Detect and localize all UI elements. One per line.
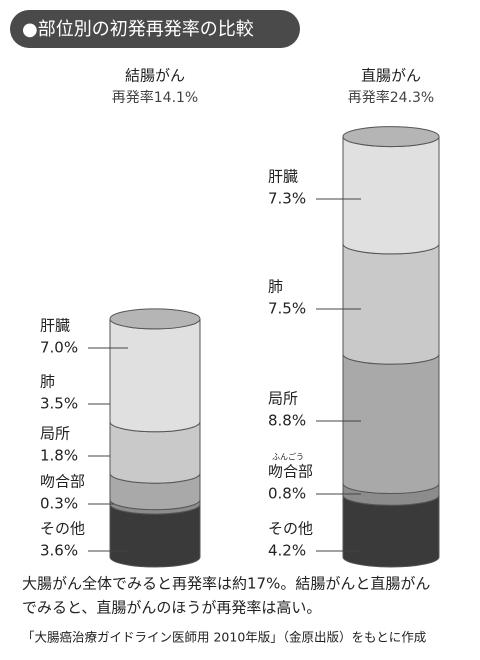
- segment-value: 4.2%: [268, 542, 306, 560]
- segment-value: 0.3%: [40, 495, 78, 513]
- title-pill: [10, 10, 300, 48]
- segment-name: 吻合部: [268, 463, 313, 481]
- segment-value: 7.5%: [268, 300, 306, 318]
- category-subtitle: 再発率14.1%: [112, 89, 198, 106]
- segment-name: 肝臓: [268, 168, 298, 186]
- cylinder-top: [342, 126, 440, 148]
- chart-title: ●部位別の初発再発率の比較: [22, 19, 254, 40]
- segment-name: 肝臓: [40, 317, 70, 335]
- segment-name: 吻合部: [40, 473, 85, 491]
- cylinder-segment: [109, 318, 201, 433]
- segment-name: 肺: [268, 278, 283, 296]
- category-label: 直腸がん: [361, 67, 421, 85]
- cylinder-segment: [342, 495, 440, 568]
- cylinder-segment: [342, 136, 440, 255]
- segment-value: 7.3%: [268, 190, 306, 208]
- note: 大腸がん全体でみると再発率は約17%。結腸がんと直腸がん: [22, 575, 430, 593]
- segment-name: 肺: [40, 373, 55, 391]
- segment-name: 局所: [268, 390, 298, 408]
- category-label: 結腸がん: [125, 67, 185, 85]
- ruby: ふんごう: [272, 452, 304, 462]
- cylinder-top: [109, 308, 201, 330]
- category-subtitle: 再発率24.3%: [348, 89, 434, 106]
- cylinder-segment: [342, 354, 440, 494]
- segment-value: 3.5%: [40, 395, 78, 413]
- segment-value: 3.6%: [40, 542, 78, 560]
- segment-value: 7.0%: [40, 339, 78, 357]
- segment-name: 局所: [40, 425, 70, 443]
- segment-value: 1.8%: [40, 447, 78, 465]
- cylinder-segment: [342, 243, 440, 365]
- segment-value: 0.8%: [268, 485, 306, 503]
- segment-value: 8.8%: [268, 412, 306, 430]
- segment-name: その他: [40, 520, 85, 538]
- note: でみると、直腸がんのほうが再発率は高い。: [22, 599, 321, 617]
- source: 「大腸癌治療ガイドライン医師用 2010年版」（金原出版）をもとに作成: [22, 630, 426, 645]
- segment-name: その他: [268, 520, 313, 538]
